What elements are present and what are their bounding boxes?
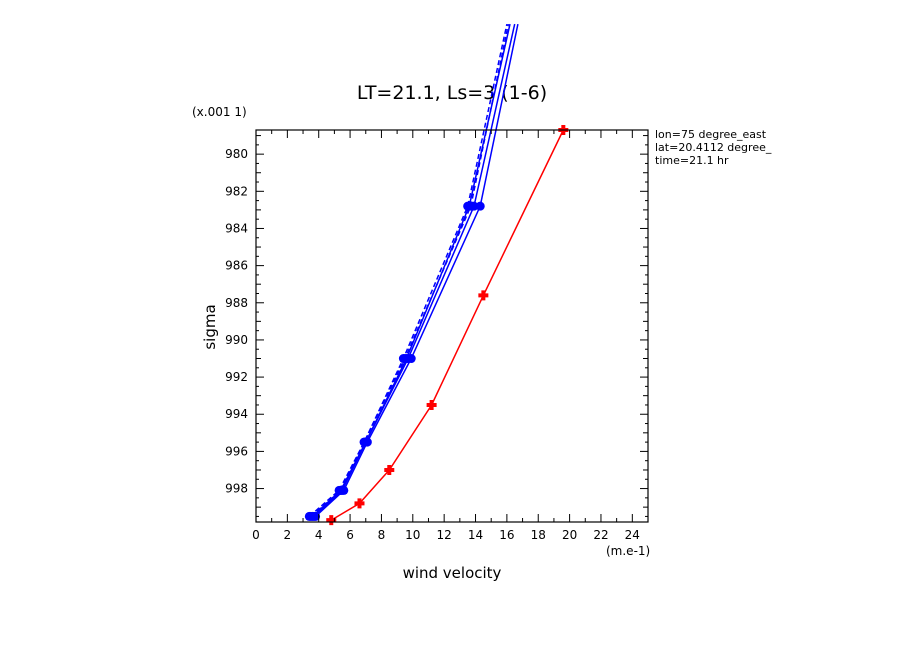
series-5-point xyxy=(361,437,371,447)
series-line-5 xyxy=(313,23,516,517)
x-tick-label: 0 xyxy=(252,528,260,542)
y-tick-label: 990 xyxy=(225,333,248,347)
info-lat: lat=20.4112 degree_ xyxy=(655,141,772,154)
chart-title: LT=21.1, Ls=3 (1-6) xyxy=(357,82,547,104)
y-axis: 980 982 984 986 988 990 992 994 996 998 xyxy=(225,135,648,517)
y-tick-label: 984 xyxy=(225,221,248,235)
y-tick-label: 994 xyxy=(225,407,248,421)
series-0-point xyxy=(478,290,489,301)
info-annotations: lon=75 degree_east lat=20.4112 degree_ t… xyxy=(655,128,772,167)
y-tick-label: 992 xyxy=(225,370,248,384)
series-line-4 xyxy=(310,23,510,517)
series-5-point xyxy=(469,201,479,211)
series-0-point xyxy=(384,464,395,475)
y-tick-label: 982 xyxy=(225,184,248,198)
x-tick-label: 22 xyxy=(593,528,608,542)
x-unit-label: (m.e-1) xyxy=(606,544,650,558)
x-tick-label: 16 xyxy=(499,528,514,542)
x-tick-label: 14 xyxy=(468,528,483,542)
x-tick-label: 20 xyxy=(562,528,577,542)
y-tick-label: 996 xyxy=(225,444,248,458)
x-tick-label: 2 xyxy=(284,528,292,542)
marker-layer xyxy=(304,125,569,526)
x-tick-label: 10 xyxy=(405,528,420,542)
x-axis-label: wind velocity xyxy=(403,564,502,582)
y-unit-label: (x.001 1) xyxy=(192,105,247,119)
y-tick-label: 980 xyxy=(225,147,248,161)
x-tick-label: 12 xyxy=(437,528,452,542)
y-tick-label: 986 xyxy=(225,259,248,273)
series-5-point xyxy=(403,354,413,364)
series-1-point xyxy=(475,201,485,211)
y-tick-label: 988 xyxy=(225,296,248,310)
y-tick-label: 998 xyxy=(225,482,248,496)
x-tick-label: 24 xyxy=(625,528,640,542)
x-tick-label: 18 xyxy=(531,528,546,542)
series-5-point xyxy=(337,485,347,495)
x-axis: 0 2 4 6 8 10 12 14 16 18 20 22 24 xyxy=(252,130,649,542)
series-0-point xyxy=(426,399,437,410)
series-5-point xyxy=(309,511,319,521)
plot-frame xyxy=(255,129,649,523)
x-tick-label: 8 xyxy=(378,528,386,542)
series-0-point xyxy=(354,498,365,509)
info-time: time=21.1 hr xyxy=(655,154,729,167)
series-line-0 xyxy=(330,129,564,521)
x-tick-label: 6 xyxy=(346,528,354,542)
y-axis-label: sigma xyxy=(201,304,219,349)
x-tick-label: 4 xyxy=(315,528,323,542)
info-lon: lon=75 degree_east xyxy=(655,128,767,141)
